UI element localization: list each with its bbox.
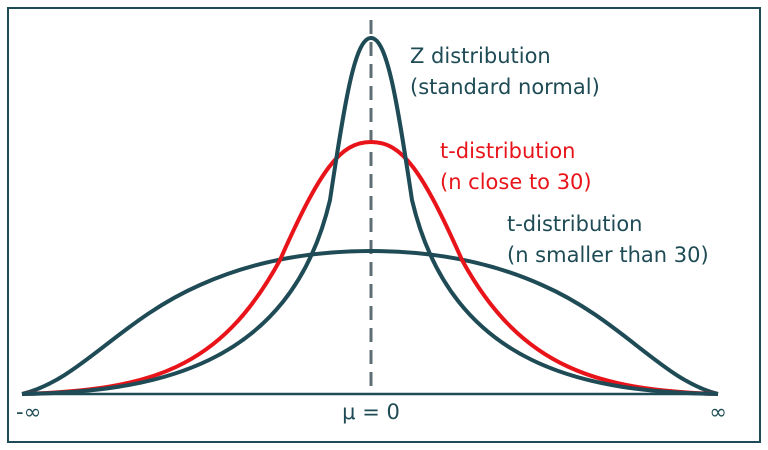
frame bbox=[7, 7, 761, 443]
axis-left-label: -∞ bbox=[16, 400, 41, 424]
tsmall-label: t-distribution bbox=[507, 212, 643, 236]
z-label: Z distribution bbox=[410, 44, 551, 68]
t-curve-n30 bbox=[21, 139, 719, 396]
tsmall-sublabel: (n smaller than 30) bbox=[507, 243, 709, 267]
z-curve bbox=[21, 35, 719, 396]
t-curve-small-n bbox=[21, 248, 719, 396]
t30-sublabel: (n close to 30) bbox=[440, 170, 592, 194]
axis-center-label: μ = 0 bbox=[342, 400, 400, 424]
axis-right-label: ∞ bbox=[709, 400, 727, 424]
t30-label: t-distribution bbox=[440, 139, 576, 163]
z-sublabel: (standard normal) bbox=[410, 75, 600, 99]
